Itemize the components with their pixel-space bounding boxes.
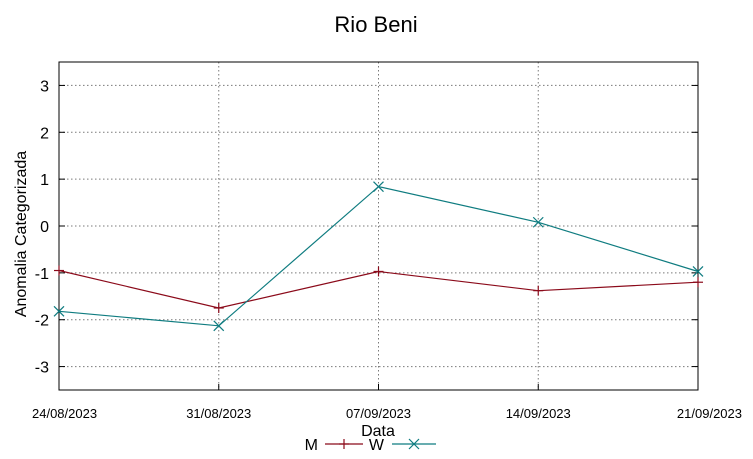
x-tick-label: 24/08/2023 [32,406,97,421]
legend-item-W: W [369,437,436,454]
plot-frame [58,61,699,391]
legend-item-M: M [305,437,363,454]
y-tick-label: -1 [35,266,49,283]
series [53,181,704,332]
y-tick-label: 2 [40,125,49,142]
data-point-W [532,216,544,228]
axes: 3 2 1 0 -1 -2 -3 24/08/2023 31/08/2023 07/09/2023… [32,61,742,421]
x-axis-label: Data [361,423,395,440]
legend-label: W [369,437,385,454]
chart-title: Rio Beni [334,12,417,37]
x-tick-label: 14/09/2023 [506,406,571,421]
x-tick-label: 21/09/2023 [677,406,742,421]
y-tick-label: -2 [35,313,49,330]
x-tick-label: 31/08/2023 [186,406,251,421]
y-axis-label: Anomalia Categorizada [13,151,30,317]
series-M [54,265,703,313]
y-tick-label: -3 [35,360,49,377]
data-point-W [373,181,384,193]
data-point-W [213,320,225,332]
series-W [53,181,704,332]
x-tick-label: 07/09/2023 [346,406,411,421]
data-point-W [692,266,704,277]
y-tick-label: 0 [40,219,49,236]
y-tick-label: 3 [40,78,49,95]
legend-marker [408,438,420,450]
data-point-W [53,305,65,317]
legend-label: M [305,437,318,454]
y-tick-label: 1 [40,172,49,189]
grid [58,62,699,390]
